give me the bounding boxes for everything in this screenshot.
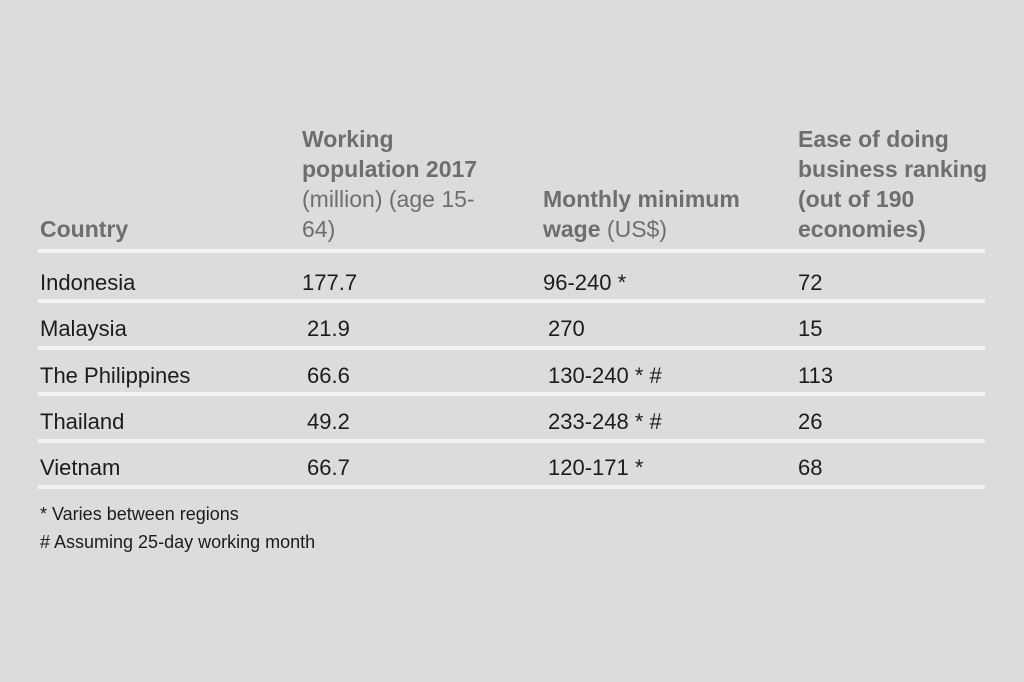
cell-business-ranking: 26 — [798, 408, 823, 434]
cell-minimum-wage: 270 — [548, 316, 585, 342]
column-header: Working population 2017 (million) (age 1… — [302, 124, 502, 244]
column-header-unit: (US$) — [600, 216, 667, 242]
cell-minimum-wage: 96-240 * — [543, 270, 627, 295]
column-header-unit: (million) (age 15-64) — [302, 186, 475, 242]
cell-country: Indonesia — [40, 270, 136, 295]
cell-business-ranking: 113 — [798, 362, 834, 388]
cell-country: Vietnam — [40, 455, 121, 481]
column-header-bold: Ease of doing business ranking (out of 1… — [798, 126, 988, 242]
cell-country: Malaysia — [40, 316, 127, 342]
column-header-bold: Country — [40, 216, 129, 242]
column-header-bold: Working population 2017 — [302, 126, 478, 182]
cell-working-population: 49.2 — [307, 408, 350, 434]
row-divider — [38, 345, 985, 350]
cell-business-ranking: 68 — [798, 455, 823, 481]
row-divider — [38, 485, 985, 489]
column-header: Country — [40, 214, 280, 244]
column-header-bold: Monthly minimum wage — [543, 186, 740, 242]
cell-country: Thailand — [40, 408, 125, 434]
cell-minimum-wage: 120-171 * — [548, 455, 644, 481]
cell-business-ranking: 15 — [798, 316, 823, 342]
footnote-regions: * Varies between regions — [40, 504, 239, 524]
footnote-working-month: # Assuming 25-day working month — [40, 532, 316, 552]
cell-business-ranking: 72 — [798, 270, 823, 295]
row-divider — [38, 392, 985, 396]
column-header: Ease of doing business ranking (out of 1… — [798, 124, 998, 244]
cell-working-population: 177.7 — [302, 270, 358, 295]
cell-working-population: 21.9 — [307, 316, 350, 342]
cell-working-population: 66.6 — [307, 362, 350, 388]
cell-working-population: 66.7 — [307, 455, 350, 481]
row-divider — [38, 249, 985, 253]
row-divider — [38, 438, 985, 443]
row-divider — [38, 299, 985, 303]
cell-country: The Philippines — [40, 362, 191, 388]
cell-minimum-wage: 130-240 * # — [548, 362, 662, 388]
column-header: Monthly minimum wage (US$) — [543, 184, 773, 244]
cell-minimum-wage: 233-248 * # — [548, 408, 662, 434]
